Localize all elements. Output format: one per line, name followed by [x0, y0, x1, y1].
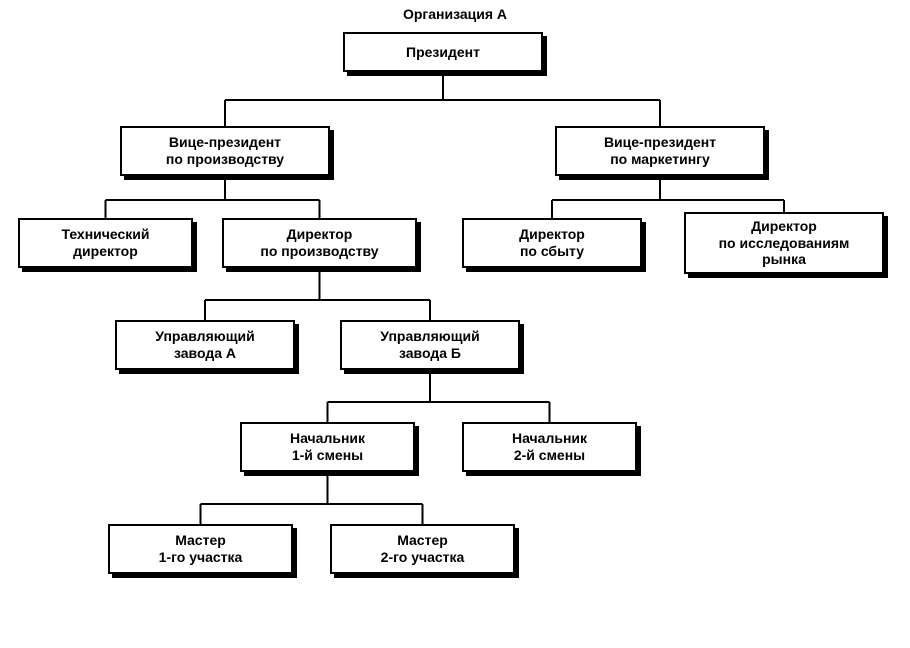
- node-label: Мастер 1-го участка: [159, 532, 243, 566]
- node-shift1: Начальник 1-й смены: [240, 422, 415, 472]
- node-master2: Мастер 2-го участка: [330, 524, 515, 574]
- node-research_dir: Директор по исследованиям рынка: [684, 212, 884, 274]
- node-label: Мастер 2-го участка: [381, 532, 465, 566]
- node-label: Президент: [406, 44, 480, 61]
- node-label: Директор по исследованиям рынка: [719, 218, 850, 268]
- node-label: Директор по сбыту: [519, 226, 585, 260]
- chart-title: Организация А: [355, 6, 555, 26]
- node-label: Начальник 1-й смены: [290, 430, 365, 464]
- node-shift2: Начальник 2-й смены: [462, 422, 637, 472]
- node-label: Вице-президент по маркетингу: [604, 134, 716, 168]
- node-prod_dir: Директор по производству: [222, 218, 417, 268]
- node-tech_dir: Технический директор: [18, 218, 193, 268]
- node-label: Директор по производству: [260, 226, 378, 260]
- node-label: Начальник 2-й смены: [512, 430, 587, 464]
- node-label: Технический директор: [61, 226, 149, 260]
- node-master1: Мастер 1-го участка: [108, 524, 293, 574]
- node-label: Управляющий завода А: [155, 328, 254, 362]
- node-plant_b: Управляющий завода Б: [340, 320, 520, 370]
- node-vp_mkt: Вице-президент по маркетингу: [555, 126, 765, 176]
- node-label: Управляющий завода Б: [380, 328, 479, 362]
- node-plant_a: Управляющий завода А: [115, 320, 295, 370]
- node-president: Президент: [343, 32, 543, 72]
- node-sales_dir: Директор по сбыту: [462, 218, 642, 268]
- node-vp_prod: Вице-президент по производству: [120, 126, 330, 176]
- node-label: Вице-президент по производству: [166, 134, 284, 168]
- org-chart: Организация А Президент Вице-президент по …: [0, 0, 910, 648]
